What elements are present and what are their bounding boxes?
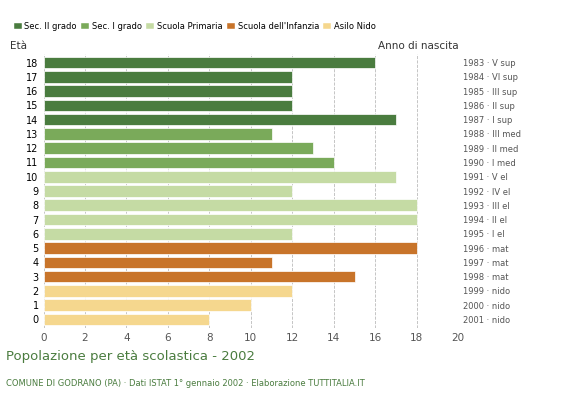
Bar [44, 142, 313, 154]
Text: Anno di nascita: Anno di nascita [378, 41, 458, 51]
Legend: Sec. II grado, Sec. I grado, Scuola Primaria, Scuola dell'Infanzia, Asilo Nido: Sec. II grado, Sec. I grado, Scuola Prim… [10, 18, 379, 34]
Bar [44, 57, 375, 68]
Bar [44, 185, 292, 197]
Bar [44, 171, 396, 182]
Bar [44, 285, 292, 297]
Bar [44, 71, 292, 83]
Bar [44, 85, 292, 97]
Bar [44, 271, 354, 282]
Bar [44, 114, 396, 126]
Bar [44, 242, 417, 254]
Bar [44, 299, 251, 311]
Bar [44, 228, 292, 240]
Bar [44, 214, 417, 225]
Bar [44, 200, 417, 211]
Text: Età: Età [10, 41, 27, 51]
Bar [44, 256, 271, 268]
Text: Popolazione per età scolastica - 2002: Popolazione per età scolastica - 2002 [6, 350, 255, 363]
Text: COMUNE DI GODRANO (PA) · Dati ISTAT 1° gennaio 2002 · Elaborazione TUTTITALIA.IT: COMUNE DI GODRANO (PA) · Dati ISTAT 1° g… [6, 379, 365, 388]
Bar [44, 128, 271, 140]
Bar [44, 157, 334, 168]
Bar [44, 100, 292, 111]
Bar [44, 314, 209, 325]
